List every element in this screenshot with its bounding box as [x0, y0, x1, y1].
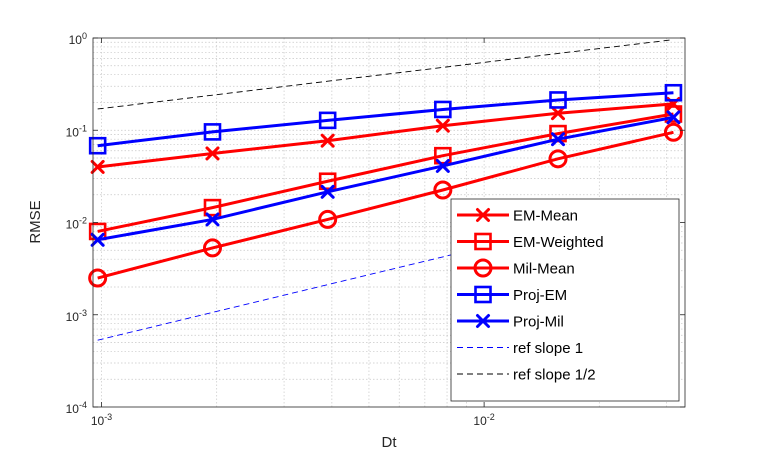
y-tick-label: 10-3	[66, 308, 87, 324]
legend-swatch-marker	[473, 258, 493, 278]
legend-label: EM-Mean	[513, 208, 578, 225]
legend-swatch-marker	[474, 285, 492, 304]
series-proj-mil	[90, 110, 681, 247]
grid	[93, 38, 685, 407]
data-point-proj-mil	[551, 132, 566, 147]
legend-swatch-marker	[476, 208, 490, 222]
series-proj-em	[88, 83, 683, 155]
data-point-proj-em	[549, 91, 567, 109]
x-marker-stroke	[90, 232, 105, 247]
x-marker-stroke	[476, 208, 490, 222]
data-point-proj-mil	[435, 158, 450, 173]
data-point-mil-mean	[548, 149, 568, 169]
data-point-proj-mil	[90, 232, 105, 247]
legend: EM-Mean EM-Weighted Mil-Mean Proj-EM Proj-Mi…	[450, 198, 680, 402]
legend-swatch-marker	[474, 232, 492, 251]
legend-swatch-marker	[476, 314, 490, 328]
series-line-ref-slope-1-2	[97, 39, 674, 110]
y-tick-label: 10-4	[66, 400, 87, 416]
data-point-em-mean	[320, 133, 335, 148]
legend-label: EM-Weighted	[513, 234, 604, 251]
series-line-mil-mean	[97, 130, 674, 280]
data-point-proj-em	[88, 136, 107, 155]
x-marker-stroke	[435, 118, 450, 133]
y-tick-label: 10-2	[66, 216, 87, 232]
legend-item-ref-slope-1: ref slope 1	[457, 340, 583, 357]
x-marker-stroke	[435, 158, 450, 173]
data-point-em-weighted	[434, 146, 452, 165]
legend-label: Mil-Mean	[513, 261, 575, 278]
data-point-mil-mean	[433, 180, 453, 200]
series-line-em-mean	[97, 102, 674, 169]
legend-item-ref-slope-1-2: ref slope 1/2	[457, 367, 596, 384]
series-line-em-weighted	[97, 112, 674, 233]
x-axis-label: Dt	[382, 434, 398, 451]
data-point-proj-mil	[666, 110, 681, 125]
legend-item-proj-mil: Proj-Mil	[457, 314, 564, 331]
series-em-weighted	[88, 105, 683, 241]
legend-label: Proj-EM	[513, 287, 567, 304]
data-point-proj-em	[664, 83, 683, 102]
legend-item-proj-em: Proj-EM	[457, 285, 567, 304]
x-tick-label: 10-2	[473, 412, 494, 428]
series-line-proj-em	[97, 91, 674, 148]
legend-item-em-mean: EM-Mean	[457, 208, 578, 225]
data-point-em-mean	[551, 106, 566, 121]
legend-label: ref slope 1	[513, 340, 583, 357]
legend-box	[450, 198, 680, 402]
x-marker-stroke	[205, 146, 220, 161]
data-point-em-mean	[435, 118, 450, 133]
x-marker-stroke	[320, 133, 335, 148]
data-point-mil-mean	[318, 209, 338, 229]
legend-item-em-weighted: EM-Weighted	[457, 232, 604, 251]
series-line-proj-mil	[97, 115, 674, 242]
series-ref-slope-1-2	[97, 39, 674, 110]
legend-item-mil-mean: Mil-Mean	[457, 258, 575, 278]
x-marker-stroke	[551, 132, 566, 147]
y-tick-label: 10-1	[66, 123, 87, 139]
legend-label: ref slope 1/2	[513, 367, 596, 384]
data-point-em-mean	[205, 146, 220, 161]
x-marker-stroke	[320, 184, 335, 199]
data-point-em-weighted	[203, 198, 222, 217]
y-tick-label: 100	[69, 31, 87, 47]
legend-label: Proj-Mil	[513, 314, 564, 331]
x-marker-stroke	[476, 314, 490, 328]
data-point-mil-mean	[88, 268, 108, 288]
x-tick-label: 10-3	[91, 412, 112, 428]
x-marker-stroke	[90, 159, 105, 174]
x-marker-stroke	[205, 212, 220, 227]
x-marker-stroke	[666, 110, 681, 125]
data-point-em-weighted	[318, 172, 337, 191]
x-marker-stroke	[551, 106, 566, 121]
series-mil-mean	[88, 122, 683, 288]
data-point-em-weighted	[664, 105, 683, 123]
data-point-proj-em	[434, 100, 452, 119]
data-point-proj-mil	[205, 212, 220, 227]
data-point-em-mean	[90, 159, 105, 174]
data-point-mil-mean	[663, 122, 683, 142]
data-point-proj-mil	[320, 184, 335, 199]
data-point-proj-em	[318, 111, 337, 130]
y-axis-label: RMSE	[27, 200, 44, 243]
data-point-mil-mean	[202, 238, 222, 258]
data-point-proj-em	[203, 123, 222, 141]
